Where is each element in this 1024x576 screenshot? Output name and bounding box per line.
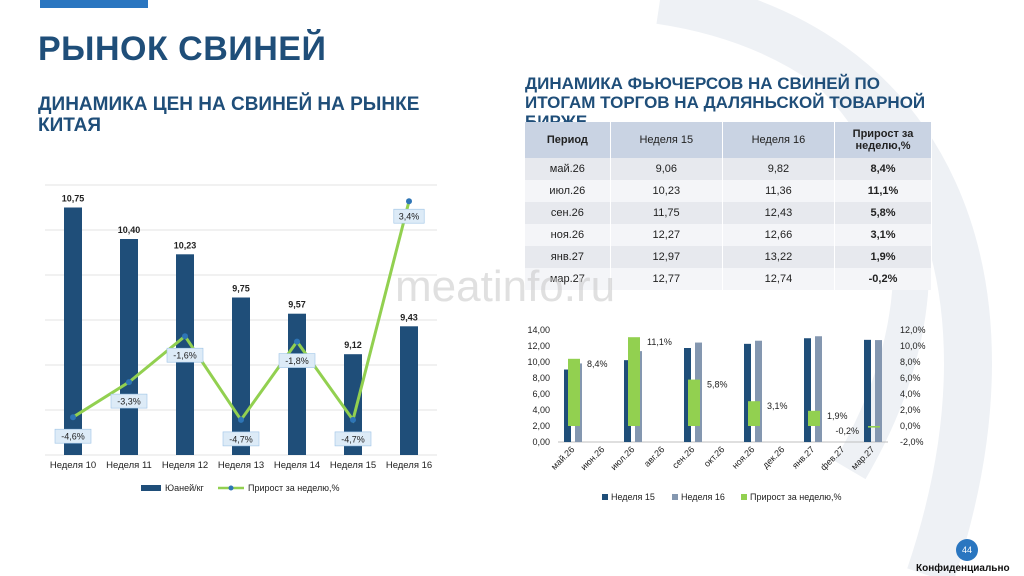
growth-point [350,416,356,423]
page-title: РЫНОК СВИНЕЙ [38,30,327,68]
table-cell: 12,77 [610,268,723,290]
column-header-week16: Неделя 16 [722,122,836,158]
price-bar-label: 10,40 [118,225,141,235]
x-tick-label: Неделя 15 [330,460,376,471]
table-cell: -0,2% [834,268,932,290]
price-bar [120,239,138,455]
column-header-growth: Прирост за неделю,% [834,122,932,158]
table-cell: 12,43 [722,202,836,224]
price-bar-label: 9,43 [400,312,418,322]
price-bar [288,313,306,455]
price-bar-label: 9,12 [344,340,362,350]
page-number: 44 [956,539,978,561]
table-cell: 12,66 [722,224,836,246]
table-cell: 5,8% [834,202,932,224]
table-cell: 11,36 [722,180,836,202]
table-cell: 11,1% [834,180,932,202]
price-bar-label: 9,57 [288,300,306,310]
table-cell: 11,75 [610,202,723,224]
growth-label: 3,4% [399,212,420,222]
legend-marker [228,485,234,491]
legend-label-line: Прирост за неделю,% [248,483,340,493]
growth-label: -1,6% [173,351,197,361]
table-cell: янв.27 [525,246,611,268]
growth-label-box [222,431,260,447]
table-cell: 3,1% [834,224,932,246]
growth-label: -1,8% [285,356,309,366]
table-cell: 1,9% [834,246,932,268]
growth-label: -4,7% [341,434,365,444]
growth-label-box [110,393,148,409]
growth-point [406,198,412,205]
growth-point [294,338,300,345]
growth-label-box [278,353,316,368]
table-cell: 12,74 [722,268,836,290]
futures-table: Период Неделя 15 Неделя 16 Прирост за не… [525,122,932,290]
legend-label-bars: Юаней/кг [165,483,205,493]
x-tick-label: Неделя 12 [162,460,208,471]
table-cell: 13,22 [722,246,836,268]
x-tick-label: Неделя 10 [50,460,96,471]
table-cell: 10,23 [610,180,723,202]
table-cell: 9,82 [722,158,836,180]
price-bar-label: 10,75 [62,194,85,204]
table-header-row: Период Неделя 15 Неделя 16 Прирост за не… [525,122,932,158]
growth-label: -3,3% [117,397,141,407]
table-row: июл.26 10,23 11,36 11,1% [525,180,932,202]
table-cell: июл.26 [525,180,611,202]
top-accent-bar [40,0,148,8]
x-tick-label: Неделя 13 [218,460,264,471]
x-tick-label: Неделя 16 [386,460,432,471]
column-header-week15: Неделя 15 [610,122,723,158]
left-chart-heading: ДИНАМИКА ЦЕН НА СВИНЕЙ НА РЫНКЕ КИТАЯ [38,94,420,136]
growth-label-box [54,428,92,444]
x-tick-label: Неделя 14 [274,460,320,471]
growth-label: -4,6% [61,432,85,442]
growth-label-box [334,431,372,447]
table-cell: мар.27 [525,268,611,290]
price-bar [64,207,82,455]
price-bar [344,354,362,455]
table-cell: 12,97 [610,246,723,268]
watermark: meatinfo.ru [395,262,616,311]
column-header-period: Период [525,122,611,158]
growth-label-box [393,208,425,224]
table-cell: 9,06 [610,158,723,180]
price-bar [232,297,250,455]
table-row: ноя.26 12,27 12,66 3,1% [525,224,932,246]
growth-label-box [166,347,204,363]
x-tick-label: Неделя 11 [106,460,152,471]
growth-label: -4,7% [229,434,253,444]
table-cell: май.26 [525,158,611,180]
growth-point [126,379,132,386]
legend-swatch-bars [141,485,161,491]
confidential-label: Конфиденциально [916,563,1010,574]
growth-point [238,416,244,423]
table-cell: 8,4% [834,158,932,180]
table-row: сен.26 11,75 12,43 5,8% [525,202,932,224]
price-bar [400,326,418,455]
price-bar-label: 9,75 [232,284,250,294]
price-bar-label: 10,23 [174,240,197,250]
table-cell: ноя.26 [525,224,611,246]
growth-point [70,414,76,421]
table-cell: сен.26 [525,202,611,224]
table-row: мар.27 12,77 12,74 -0,2% [525,268,932,290]
table-cell: 12,27 [610,224,723,246]
table-row: янв.27 12,97 13,22 1,9% [525,246,932,268]
growth-point [182,333,188,340]
table-row: май.26 9,06 9,82 8,4% [525,158,932,180]
